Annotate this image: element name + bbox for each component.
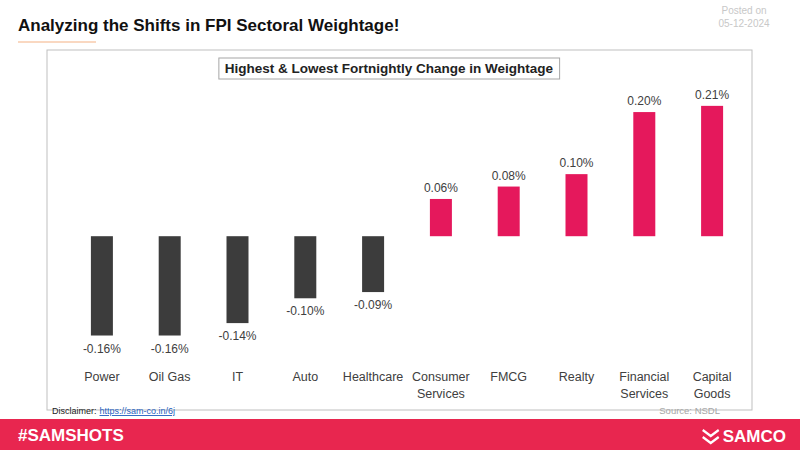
data-label: -0.14% (218, 329, 256, 343)
category-label: Capital Goods (693, 370, 732, 401)
category-label-line: Capital (693, 370, 732, 384)
chart-title-group: Highest & Lowest Fortnightly Change in W… (219, 58, 560, 79)
chart-title: Highest & Lowest Fortnightly Change in W… (225, 61, 554, 76)
brand: SAMCO (723, 427, 786, 446)
plot-frame (47, 50, 752, 410)
category-label: Realty (559, 370, 595, 384)
hashtag: #SAMSHOTS (18, 426, 124, 445)
data-label: -0.16% (151, 342, 189, 356)
category-label-line: Services (620, 387, 668, 401)
source: Source: NSDL (659, 405, 720, 416)
category-label: Auto (292, 370, 318, 384)
heading-underline (18, 42, 96, 43)
chart-root: Analyzing the Shifts in FPI Sectoral Wei… (0, 0, 800, 450)
bar (566, 174, 588, 236)
bar (294, 236, 316, 298)
category-label-line: Consumer (412, 370, 470, 384)
category-label: Healthcare (343, 370, 403, 384)
bar (498, 187, 520, 237)
bars (91, 106, 723, 336)
chart-title-box (219, 58, 560, 79)
data-label: 0.06% (424, 181, 458, 195)
background (0, 0, 800, 450)
bar (701, 106, 723, 236)
category-label: Oil Gas (149, 370, 191, 384)
data-label: 0.21% (695, 88, 729, 102)
bar (227, 236, 249, 323)
category-label: Power (84, 370, 119, 384)
brand-logo (703, 430, 719, 443)
category-label-line: Goods (694, 387, 731, 401)
brand-logo-mark (703, 430, 719, 443)
data-label: -0.16% (83, 342, 121, 356)
bar (362, 236, 384, 292)
footer-banner (0, 419, 800, 450)
category-label: Financial Services (619, 370, 669, 401)
disclaimer: Disclaimer:https://sam-co.in/6j (52, 406, 175, 416)
category-label-line: Financial (619, 370, 669, 384)
data-label: 0.08% (492, 169, 526, 183)
disclaimer-label: Disclaimer: (52, 406, 97, 416)
posted-date: 05-12-2024 (718, 18, 770, 29)
page-heading: Analyzing the Shifts in FPI Sectoral Wei… (18, 16, 399, 35)
data-label: -0.09% (354, 298, 392, 312)
bar (633, 112, 655, 236)
disclaimer-link[interactable]: https://sam-co.in/6j (100, 406, 176, 416)
bar (430, 199, 452, 236)
data-label: 0.10% (559, 156, 593, 170)
bar (91, 236, 113, 335)
data-label: -0.10% (286, 304, 324, 318)
posted-label: Posted on (721, 5, 766, 16)
category-label: FMCG (490, 370, 527, 384)
category-label-line: Services (417, 387, 465, 401)
bar (159, 236, 181, 335)
category-label: IT (232, 370, 243, 384)
category-label: Consumer Services (412, 370, 470, 401)
data-label: 0.20% (627, 94, 661, 108)
